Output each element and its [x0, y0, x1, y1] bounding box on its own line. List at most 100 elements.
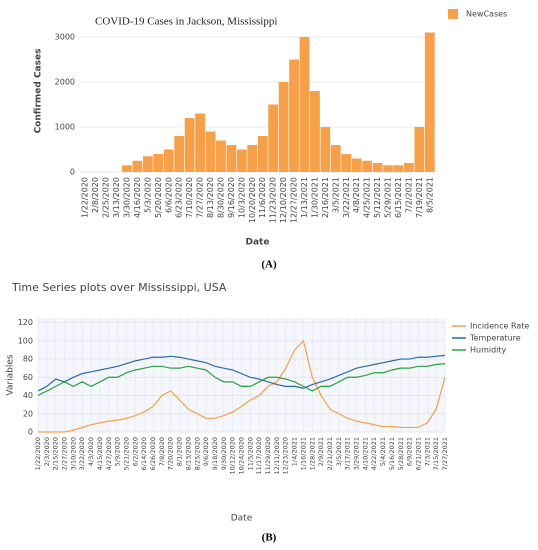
x-tick-label: 10/24/2020	[238, 437, 246, 474]
x-tick-label: 6/6/2020	[164, 177, 173, 213]
x-tick-label: 1/13/2021	[300, 177, 309, 218]
bar	[393, 165, 404, 172]
y-tick-label: 1000	[55, 123, 75, 132]
x-tick-label: 5/12/2021	[373, 177, 382, 218]
bar	[372, 163, 383, 172]
bar	[236, 149, 247, 172]
y-tick-label: 80	[23, 355, 33, 364]
x-tick-label: 7/15/2021	[432, 437, 440, 470]
x-tick-label: 2/16/2021	[321, 177, 330, 218]
x-tick-label: 7/10/2020	[185, 177, 194, 218]
y-tick-label: 60	[23, 373, 33, 382]
x-tick-label: 8/13/2020	[206, 177, 215, 218]
legend-label: Incidence Rate	[470, 322, 529, 331]
legend-label: Temperature	[469, 334, 521, 343]
bar	[226, 145, 237, 172]
x-tick-label: 5/28/2021	[397, 437, 405, 470]
bar	[310, 91, 320, 172]
x-axis-label: Date	[246, 238, 270, 248]
bar	[163, 149, 174, 172]
x-tick-label: 6/23/2020	[175, 177, 184, 218]
x-tick-label: 1/4/2021	[291, 437, 299, 466]
x-tick-label: 1/28/2021	[308, 437, 316, 470]
series-line	[37, 363, 446, 397]
x-tick-label: 8/25/2020	[193, 437, 201, 470]
legend-label: Humidity	[470, 346, 507, 355]
y-tick-label: 120	[18, 318, 33, 327]
bar	[174, 136, 185, 172]
bar	[330, 145, 341, 172]
bar	[362, 160, 373, 172]
x-tick-label: 5/4/2021	[379, 437, 387, 466]
caption: (A)	[261, 259, 277, 271]
bar	[142, 156, 153, 172]
x-tick-label: 8/13/2020	[184, 437, 192, 470]
x-tick-label: 2/27/2020	[61, 437, 69, 470]
x-tick-label: 5/29/2021	[384, 177, 393, 218]
bar	[205, 131, 216, 172]
x-axis-label: Date	[231, 514, 253, 524]
x-tick-label: 2/3/2020	[43, 437, 51, 466]
bar	[132, 160, 143, 172]
x-tick-label: 3/29/2021	[353, 437, 361, 470]
x-tick-label: 3/30/2020	[122, 177, 131, 218]
x-tick-label: 9/16/2020	[227, 177, 236, 218]
x-tick-label: 6/14/2020	[140, 437, 148, 470]
bar	[216, 140, 226, 172]
y-tick-label: 0	[28, 428, 33, 437]
y-axis-label: Confirmed Cases	[34, 49, 44, 134]
x-tick-label: 3/5/2021	[331, 177, 340, 213]
x-tick-label: 5/9/2020	[114, 437, 122, 466]
x-tick-label: 10/20/2020	[248, 177, 257, 223]
series-line	[38, 339, 446, 433]
x-tick-label: 11/5/2020	[246, 437, 254, 470]
x-tick-label: 7/2/2021	[404, 177, 413, 213]
series-line	[37, 354, 446, 392]
x-tick-label: 6/15/2021	[394, 177, 403, 218]
x-tick-label: 5/3/2020	[143, 177, 152, 213]
y-axis-label: Variables	[6, 354, 16, 395]
x-tick-label: 10/3/2020	[237, 177, 246, 218]
x-tick-label: 4/3/2020	[87, 437, 95, 466]
x-tick-label: 3/5/2021	[335, 437, 343, 466]
x-tick-label: 11/23/2020	[269, 177, 278, 223]
x-tick-label: 12/27/2020	[290, 177, 299, 223]
x-tick-label: 6/9/2021	[406, 437, 414, 466]
x-tick-label: 9/30/2020	[220, 437, 228, 470]
bar	[403, 163, 414, 172]
x-tick-label: 7/27/2021	[441, 437, 449, 470]
bar	[351, 158, 362, 172]
x-tick-label: 9/18/2020	[211, 437, 219, 470]
caption: (B)	[262, 532, 277, 544]
x-tick-label: 11/6/2020	[258, 177, 267, 218]
x-tick-label: 11/29/2020	[264, 437, 272, 474]
y-tick-label: 2000	[55, 78, 75, 87]
x-tick-label: 3/13/2020	[112, 177, 121, 218]
bar	[424, 32, 435, 172]
x-tick-label: 6/21/2021	[414, 437, 422, 470]
x-tick-label: 1/30/2021	[310, 177, 319, 218]
chart-title: Time Series plots over Mississippi, USA	[11, 281, 227, 294]
bar	[299, 37, 310, 172]
x-tick-label: 4/25/2021	[363, 177, 372, 218]
x-tick-label: 4/10/2021	[361, 437, 369, 470]
bar	[247, 145, 258, 172]
x-tick-label: 3/17/2021	[344, 437, 352, 470]
x-tick-label: 4/27/2020	[105, 437, 113, 470]
x-tick-label: 9/6/2020	[202, 437, 210, 466]
x-tick-label: 2/9/2021	[317, 437, 325, 466]
x-tick-label: 5/16/2021	[388, 437, 396, 470]
bar	[414, 127, 425, 172]
bar	[195, 113, 205, 172]
bar	[184, 118, 195, 172]
x-tick-label: 6/26/2020	[149, 437, 157, 470]
bar	[257, 136, 268, 172]
x-tick-label: 10/12/2020	[229, 437, 237, 474]
bar	[383, 165, 393, 172]
x-tick-label: 7/20/2020	[167, 437, 175, 470]
bar	[278, 82, 289, 172]
bar	[153, 154, 164, 172]
x-tick-label: 4/22/2021	[370, 437, 378, 470]
bar	[122, 165, 132, 172]
